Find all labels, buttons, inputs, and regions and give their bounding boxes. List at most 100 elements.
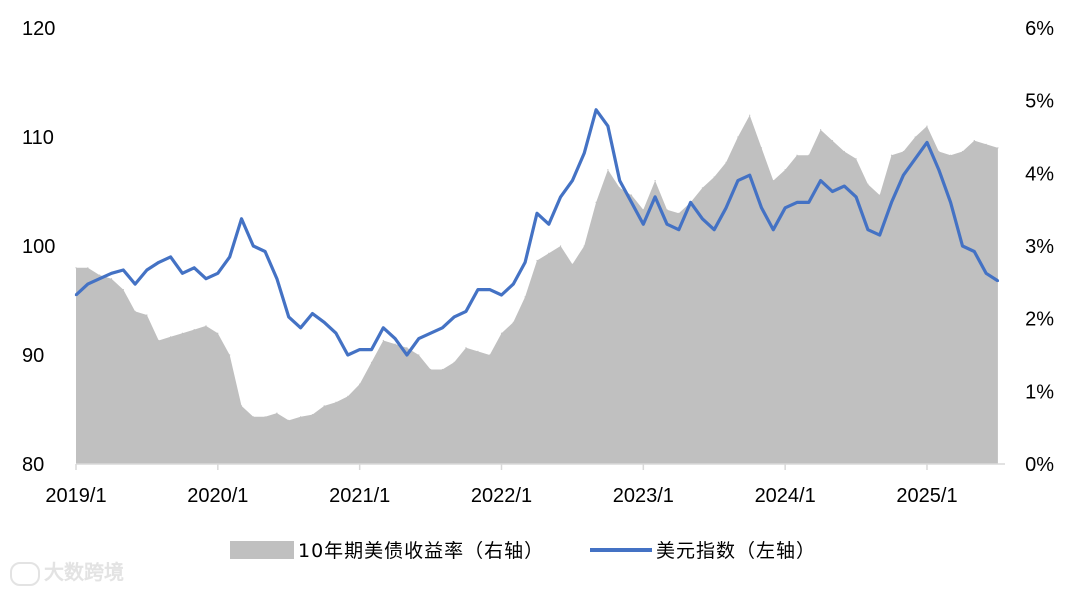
- dollar-index-point: [464, 310, 468, 313]
- yield-point: [229, 354, 231, 356]
- yield-point: [158, 339, 160, 342]
- watermark-text: 大数跨境: [44, 560, 124, 584]
- x-tick-label: 2025/1: [896, 485, 957, 507]
- yield-point: [607, 169, 609, 171]
- dollar-index-point: [996, 279, 1000, 283]
- yield-point: [902, 150, 905, 153]
- right-y-tick-label: 1%: [1025, 381, 1054, 403]
- yield-point: [430, 368, 432, 371]
- dollar-index-point: [984, 272, 988, 275]
- yield-point: [583, 245, 585, 247]
- yield-point: [264, 416, 266, 418]
- yield-area-series: [75, 114, 999, 464]
- yield-point: [713, 176, 715, 178]
- yield-point: [595, 201, 597, 203]
- yield-point: [961, 150, 964, 153]
- yield-area: [76, 115, 998, 464]
- dollar-index-point: [358, 348, 361, 351]
- left-y-tick-label: 100: [22, 236, 55, 258]
- dollar-index-point: [500, 293, 503, 297]
- yield-point: [630, 194, 633, 196]
- yield-point: [701, 187, 704, 189]
- dollar-index-point: [949, 201, 952, 204]
- x-tick-label: 2020/1: [187, 485, 248, 507]
- yield-point: [110, 278, 113, 280]
- yield-point: [181, 332, 183, 334]
- dollar-index-point: [772, 228, 775, 231]
- yield-point: [382, 339, 384, 342]
- dollar-index-point: [488, 288, 491, 291]
- right-y-tick-label: 4%: [1025, 163, 1054, 185]
- dollar-index-point: [937, 168, 940, 171]
- dollar-index-point: [145, 268, 149, 272]
- dollar-index-point: [583, 152, 586, 155]
- dollar-index-point: [299, 326, 302, 329]
- yield-point: [75, 267, 77, 269]
- dollar-index-point: [559, 195, 562, 199]
- dollar-index-point: [713, 228, 716, 231]
- yield-point: [914, 136, 916, 138]
- yield-point: [642, 209, 644, 211]
- yield-point: [394, 343, 396, 345]
- dollar-index-point: [216, 272, 219, 275]
- yield-point: [288, 419, 290, 421]
- dollar-index-point: [181, 272, 184, 275]
- dollar-index-point: [405, 353, 409, 357]
- dollar-index-point: [86, 282, 90, 286]
- x-tick-label: 2024/1: [755, 485, 816, 507]
- dollar-index-point: [393, 337, 397, 340]
- yield-point: [973, 140, 975, 142]
- yield-point: [831, 140, 834, 142]
- yield-point: [406, 347, 408, 349]
- dollar-index-point: [784, 206, 787, 209]
- left-y-tick-label: 90: [22, 345, 44, 367]
- yield-point: [926, 125, 928, 127]
- legend: 10年期美债收益率（右轴） 美元指数（左轴）: [230, 540, 815, 562]
- yield-point: [524, 296, 526, 298]
- yield-point: [725, 161, 727, 163]
- yield-point: [560, 245, 562, 247]
- yield-point: [170, 336, 172, 338]
- yield-point: [855, 158, 857, 160]
- dollar-index-point: [157, 261, 160, 264]
- dollar-index-point: [98, 277, 101, 280]
- yield-point: [678, 212, 680, 214]
- dollar-index-point: [441, 326, 444, 329]
- dollar-index-point: [831, 190, 834, 193]
- dollar-index-point: [736, 179, 740, 182]
- dollar-index-point: [594, 108, 598, 112]
- yield-point: [500, 332, 503, 334]
- yield-point: [122, 289, 124, 291]
- dollar-index-point: [571, 179, 574, 182]
- yield-point: [418, 354, 420, 356]
- dollar-index-point: [925, 141, 929, 144]
- dollar-index-point: [204, 277, 208, 280]
- dollar-index-point: [807, 201, 810, 204]
- dollar-index-point: [74, 293, 78, 297]
- yield-point: [536, 259, 538, 262]
- left-y-tick-label: 110: [22, 127, 54, 149]
- yield-point: [843, 150, 845, 153]
- yield-point: [772, 180, 774, 182]
- dollar-index-point: [606, 124, 610, 128]
- yield-point: [134, 310, 136, 312]
- yield-point: [300, 416, 302, 418]
- yield-point: [489, 354, 491, 356]
- dollar-index-point: [973, 250, 976, 253]
- dollar-index-point: [618, 179, 621, 182]
- right-y-tick-label: 3%: [1025, 236, 1054, 258]
- dollar-index-point: [642, 223, 645, 226]
- watermark: 大数跨境: [10, 556, 124, 586]
- yield-point: [347, 395, 349, 397]
- yield-point: [465, 347, 467, 349]
- yield-point: [784, 169, 786, 171]
- dollar-index-point: [252, 244, 255, 248]
- dollar-index-point: [914, 157, 917, 160]
- dollar-index-point: [512, 282, 515, 286]
- right-y-tick-label: 0%: [1025, 454, 1054, 476]
- legend-label-yield: 10年期美债收益率（右轴）: [298, 540, 544, 562]
- dollar-index-point: [110, 272, 113, 275]
- yield-point: [193, 329, 195, 331]
- right-y-tick-label: 5%: [1025, 91, 1054, 113]
- yield-point: [240, 405, 243, 407]
